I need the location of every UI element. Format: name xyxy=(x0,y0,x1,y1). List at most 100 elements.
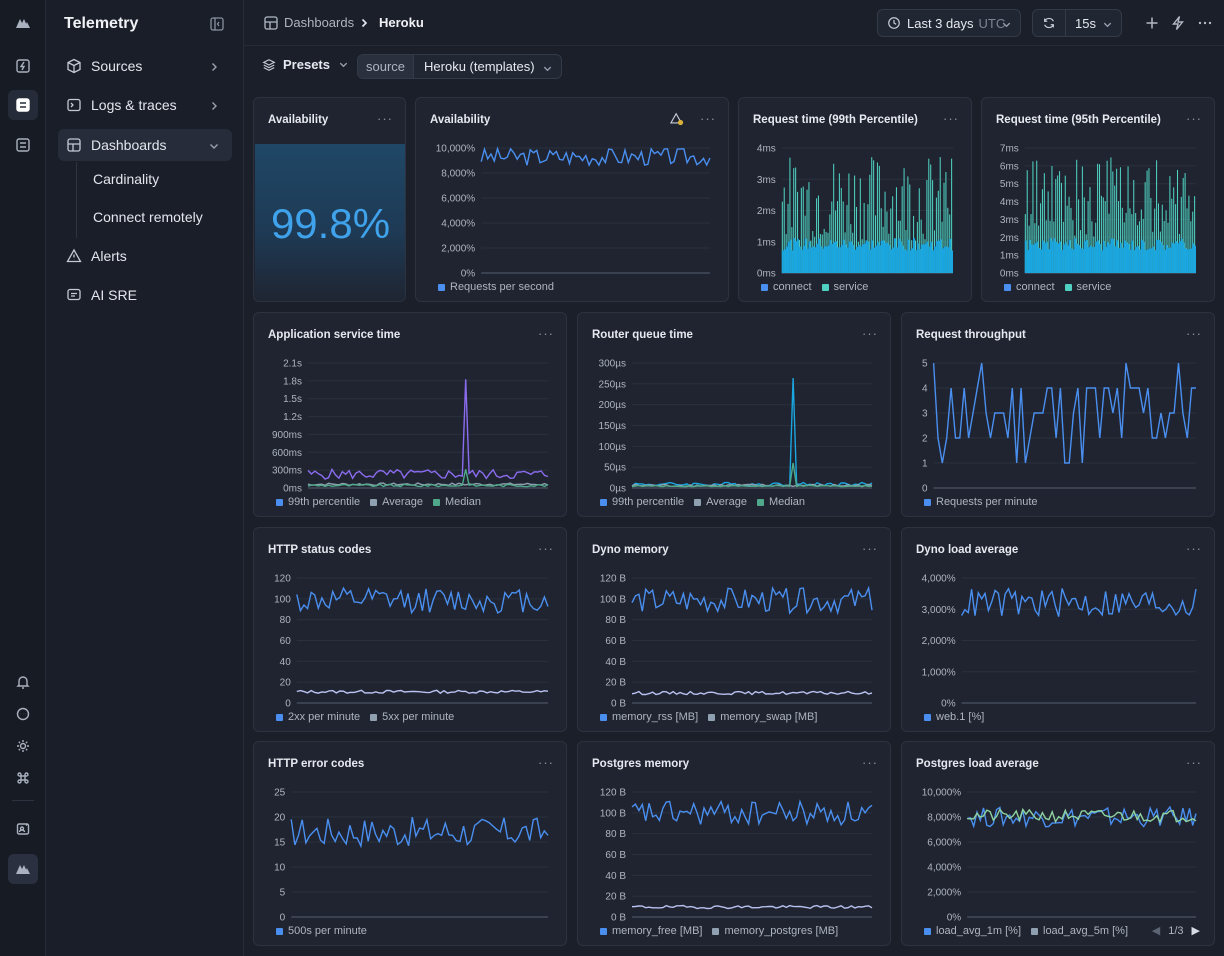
legend-item[interactable]: memory_rss [MB] xyxy=(600,711,698,723)
panel-chart[interactable]: 10,000% 8,000% 6,000% 4,000% 2,000% 0% xyxy=(416,138,729,281)
legend-item[interactable]: 99th percentile xyxy=(276,496,360,508)
connect-bar xyxy=(785,246,788,273)
command-icon[interactable] xyxy=(8,763,38,793)
account-logo-icon[interactable] xyxy=(8,854,38,884)
service-bar xyxy=(880,208,882,273)
legend-item[interactable]: Median xyxy=(756,496,805,508)
panel-chart[interactable]: 4,000% 3,000% 2,000% 1,000% 0% xyxy=(902,568,1215,711)
y-tick-label: 4,000% xyxy=(927,863,961,874)
legend-item[interactable]: connect xyxy=(1004,281,1055,293)
legend-item[interactable]: 500s per minute xyxy=(276,925,367,937)
panel-menu-icon[interactable]: ··· xyxy=(1186,326,1202,341)
y-tick-label: 80 xyxy=(280,615,292,626)
y-tick-label: 100 B xyxy=(600,808,626,819)
refresh-icon[interactable] xyxy=(1033,10,1066,36)
legend-item[interactable]: Average xyxy=(370,496,423,508)
legend-item[interactable]: web.1 [%] xyxy=(924,711,984,723)
more-icon[interactable] xyxy=(1197,15,1213,31)
panel-menu-icon[interactable]: ··· xyxy=(862,541,878,556)
lightning-icon[interactable] xyxy=(1170,15,1186,31)
sidebar-item-logs[interactable]: Logs & traces xyxy=(58,89,232,121)
service-bar xyxy=(1188,195,1190,273)
panel-chart[interactable]: 2.1s 1.8s 1.5s 1.2s 900ms 600ms 300ms 0ms xyxy=(254,353,567,496)
legend-item[interactable]: Requests per minute xyxy=(924,496,1038,508)
breadcrumb-dashboards[interactable]: Dashboards xyxy=(284,15,355,30)
source-filter[interactable]: source Heroku (templates) xyxy=(357,54,562,79)
y-tick-label: 2ms xyxy=(757,206,776,217)
legend-item[interactable]: connect xyxy=(761,281,812,293)
panel-menu-icon[interactable]: ··· xyxy=(862,755,878,770)
panel-menu-icon[interactable]: ··· xyxy=(377,111,393,126)
bell-icon[interactable] xyxy=(8,667,38,697)
time-range-picker[interactable]: Last 3 days UTC xyxy=(877,9,1021,37)
legend-item[interactable]: memory_free [MB] xyxy=(600,925,702,937)
plus-icon[interactable] xyxy=(1144,15,1160,31)
panel-chart[interactable]: 4ms 3ms 2ms 1ms 0ms xyxy=(739,138,972,281)
legend-item[interactable]: load_avg_1m [%] xyxy=(924,925,1021,937)
chat-icon xyxy=(66,287,82,303)
pager-prev-icon[interactable]: ◀ xyxy=(1151,925,1161,937)
panel-menu-icon[interactable]: ··· xyxy=(538,326,554,341)
panel-chart[interactable]: 300µs 250µs 200µs 150µs 100µs 50µs 0µs xyxy=(578,353,891,496)
breadcrumb-current: Heroku xyxy=(379,15,424,30)
panel-chart[interactable]: 7ms 6ms 5ms 4ms 3ms 2ms 1ms 0ms xyxy=(982,138,1215,281)
service-bar xyxy=(926,179,928,273)
refresh-interval-label[interactable]: 15s xyxy=(1075,15,1096,31)
warning-badge-icon[interactable] xyxy=(669,112,684,126)
logs-rail-icon[interactable] xyxy=(8,90,38,120)
service-bar xyxy=(859,178,861,273)
connect-bar xyxy=(865,240,868,273)
panel-menu-icon[interactable]: ··· xyxy=(1186,111,1202,126)
panel-menu-icon[interactable]: ··· xyxy=(1186,541,1202,556)
chat-bubble-icon[interactable] xyxy=(8,699,38,729)
sliders-icon[interactable] xyxy=(8,130,38,160)
pager-next-icon[interactable]: ▶ xyxy=(1191,925,1200,937)
panel-menu-icon[interactable]: ··· xyxy=(538,755,554,770)
panel-menu-icon[interactable]: ··· xyxy=(700,111,716,126)
panel-chart[interactable]: 120 100 80 60 40 20 0 xyxy=(254,568,567,711)
legend-swatch xyxy=(694,498,702,506)
panel-chart[interactable]: 120 B 100 B 80 B 60 B 40 B 20 B 0 B xyxy=(578,782,891,925)
connect-bar xyxy=(1144,250,1147,273)
service-bar xyxy=(1064,175,1066,273)
collapse-sidebar-icon[interactable] xyxy=(209,16,225,32)
legend-item[interactable]: 99th percentile xyxy=(600,496,684,508)
legend-item[interactable]: Median xyxy=(432,496,481,508)
sidebar-item-label: AI SRE xyxy=(91,287,137,303)
panel-chart[interactable]: 120 B 100 B 80 B 60 B 40 B 20 B 0 B xyxy=(578,568,891,711)
y-tick-label: 120 B xyxy=(600,574,626,585)
connect-bar xyxy=(1161,245,1164,273)
legend-item[interactable]: 2xx per minute xyxy=(276,711,360,723)
legend-item[interactable]: Average xyxy=(694,496,747,508)
panel-chart[interactable]: 10,000% 8,000% 6,000% 4,000% 2,000% 0% xyxy=(902,782,1215,925)
sidebar-subitem-connect-remotely[interactable]: Connect remotely xyxy=(93,209,203,225)
presets-button[interactable]: Presets xyxy=(262,57,349,72)
legend-item[interactable]: Requests per second xyxy=(438,281,554,293)
legend-item[interactable]: service xyxy=(1064,281,1111,293)
panel-menu-icon[interactable]: ··· xyxy=(862,326,878,341)
lightning-box-icon[interactable] xyxy=(8,51,38,81)
user-badge-icon[interactable] xyxy=(8,814,38,844)
legend-item[interactable]: memory_postgres [MB] xyxy=(712,925,838,937)
service-bar xyxy=(901,186,903,273)
sun-icon[interactable] xyxy=(8,731,38,761)
sidebar-item-dashboards[interactable]: Dashboards xyxy=(58,129,232,161)
panel-menu-icon[interactable]: ··· xyxy=(1186,755,1202,770)
logo-icon[interactable] xyxy=(8,8,38,38)
legend-item[interactable]: memory_swap [MB] xyxy=(708,711,817,723)
service-bar xyxy=(1060,182,1062,273)
legend-item[interactable]: load_avg_5m [%] xyxy=(1031,925,1128,937)
y-tick-label: 0ms xyxy=(283,484,302,495)
sidebar-item-ai-sre[interactable]: AI SRE xyxy=(58,279,232,311)
panel-chart[interactable]: 5 4 3 2 1 0 xyxy=(902,353,1215,496)
connect-bar xyxy=(871,240,874,273)
sidebar-item-label: Sources xyxy=(91,58,143,74)
legend-item[interactable]: 5xx per minute xyxy=(370,711,454,723)
sidebar-subitem-cardinality[interactable]: Cardinality xyxy=(93,171,160,187)
sidebar-item-alerts[interactable]: Alerts xyxy=(58,240,232,272)
panel-menu-icon[interactable]: ··· xyxy=(943,111,959,126)
legend-item[interactable]: service xyxy=(821,281,868,293)
panel-menu-icon[interactable]: ··· xyxy=(538,541,554,556)
sidebar-item-sources[interactable]: Sources xyxy=(58,50,232,82)
panel-chart[interactable]: 25 20 15 10 5 0 xyxy=(254,782,567,925)
